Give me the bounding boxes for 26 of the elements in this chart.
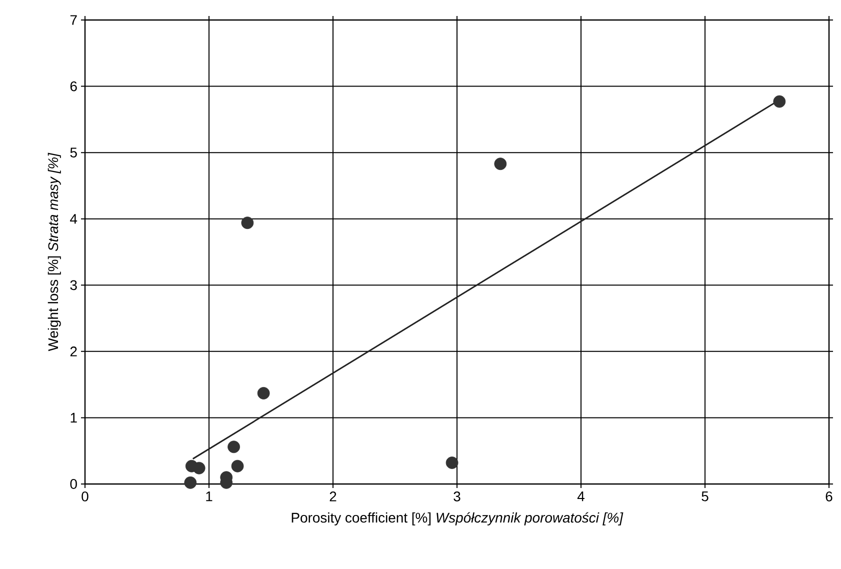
x-tick-label: 4	[577, 492, 584, 502]
y-tick-label: 3	[70, 280, 77, 290]
point	[231, 460, 244, 472]
x-tick-label: 3	[454, 492, 460, 502]
point	[494, 158, 507, 170]
x-tick-label: 2	[330, 492, 336, 502]
y-tick-label: 4	[70, 214, 78, 224]
y-tick-label: 6	[70, 81, 77, 92]
y-tick-label: 0	[70, 479, 77, 489]
y-tick-label: 5	[70, 148, 77, 158]
point	[184, 476, 197, 489]
point	[446, 456, 458, 469]
x-tick-label: 1	[206, 492, 212, 502]
x-tick-label: 6	[826, 492, 832, 502]
y-tick-label: 2	[70, 346, 77, 356]
point	[241, 216, 254, 230]
point	[192, 462, 206, 474]
x-axis-title: Porosity coefficient [%] Współczynnik porowatości [%]	[292, 512, 624, 526]
y-tick-label: 7	[70, 15, 77, 25]
point	[257, 386, 270, 400]
point	[773, 95, 786, 108]
x-tick-label: 0	[82, 492, 88, 502]
x-tick-label: 5	[702, 492, 708, 502]
y-axis-title: Weight loss [%] Strata masy [%]	[48, 152, 61, 352]
point	[228, 440, 240, 454]
y-tick-label: 1	[70, 412, 77, 423]
